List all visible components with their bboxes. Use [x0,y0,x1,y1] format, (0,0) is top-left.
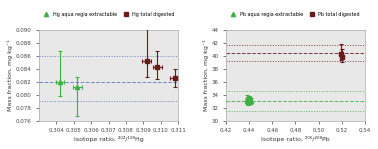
X-axis label: Isotope ratio, ²⁰²/¹⁹⁸Hg: Isotope ratio, ²⁰²/¹⁹⁸Hg [74,136,144,142]
Y-axis label: Mass fraction, mg kg⁻¹: Mass fraction, mg kg⁻¹ [203,39,209,111]
X-axis label: Isotope ratio, ²⁰⁶/²⁰⁸Pb: Isotope ratio, ²⁰⁶/²⁰⁸Pb [261,136,330,142]
Legend: Hg aqua regia extractable, Hg total digested: Hg aqua regia extractable, Hg total dige… [42,12,174,17]
Y-axis label: Mass fraction, mg kg⁻¹: Mass fraction, mg kg⁻¹ [7,39,13,111]
Legend: Pb aqua regia extractable, Pb total digested: Pb aqua regia extractable, Pb total dige… [228,12,359,17]
